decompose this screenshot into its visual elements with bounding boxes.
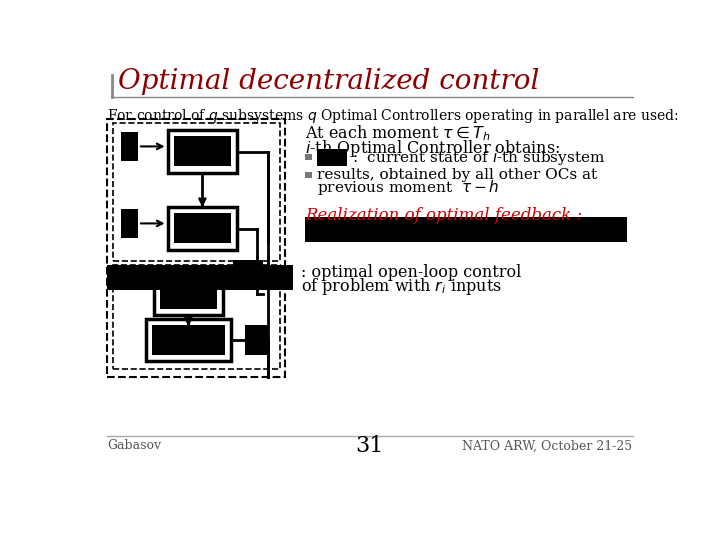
Bar <box>107 265 293 289</box>
Text: : optimal open-loop control: : optimal open-loop control <box>301 264 521 281</box>
Text: previous moment  $\tau - h$: previous moment $\tau - h$ <box>317 178 500 197</box>
Bar <box>107 119 285 377</box>
Bar <box>174 137 231 166</box>
Text: For control of $q$ subsystems $q$ Optimal Controllers operating in parallel are : For control of $q$ subsystems $q$ Optima… <box>107 107 679 125</box>
Bar <box>145 319 231 361</box>
Bar <box>174 213 231 244</box>
Text: At each moment $\tau \in T_h$: At each moment $\tau \in T_h$ <box>305 123 491 143</box>
Bar <box>168 207 238 249</box>
Bar <box>121 209 138 238</box>
Bar <box>153 273 223 315</box>
Bar <box>305 172 312 178</box>
Bar <box>233 260 263 289</box>
Bar <box>305 217 627 242</box>
Text: :  current state of $i$-th subsystem: : current state of $i$-th subsystem <box>352 148 606 167</box>
Text: of problem with $r_i$ inputs: of problem with $r_i$ inputs <box>301 276 502 297</box>
Text: Gabasov: Gabasov <box>107 440 161 453</box>
Bar <box>121 132 138 161</box>
Bar <box>245 325 269 355</box>
Bar <box>113 265 280 369</box>
Text: 31: 31 <box>355 435 383 457</box>
Text: Realization of optimal feedback :: Realization of optimal feedback : <box>305 207 582 224</box>
Text: Optimal decentralized control: Optimal decentralized control <box>118 68 539 95</box>
Bar <box>305 154 312 160</box>
Bar <box>113 123 280 261</box>
Text: NATO ARW, October 21-25: NATO ARW, October 21-25 <box>462 440 632 453</box>
Bar <box>160 279 217 309</box>
Bar <box>317 148 346 166</box>
Bar <box>152 325 225 355</box>
Text: $i$-th Optimal Controller obtains:: $i$-th Optimal Controller obtains: <box>305 138 560 159</box>
Text: results, obtained by all other OCs at: results, obtained by all other OCs at <box>317 168 597 182</box>
Bar <box>168 130 238 173</box>
